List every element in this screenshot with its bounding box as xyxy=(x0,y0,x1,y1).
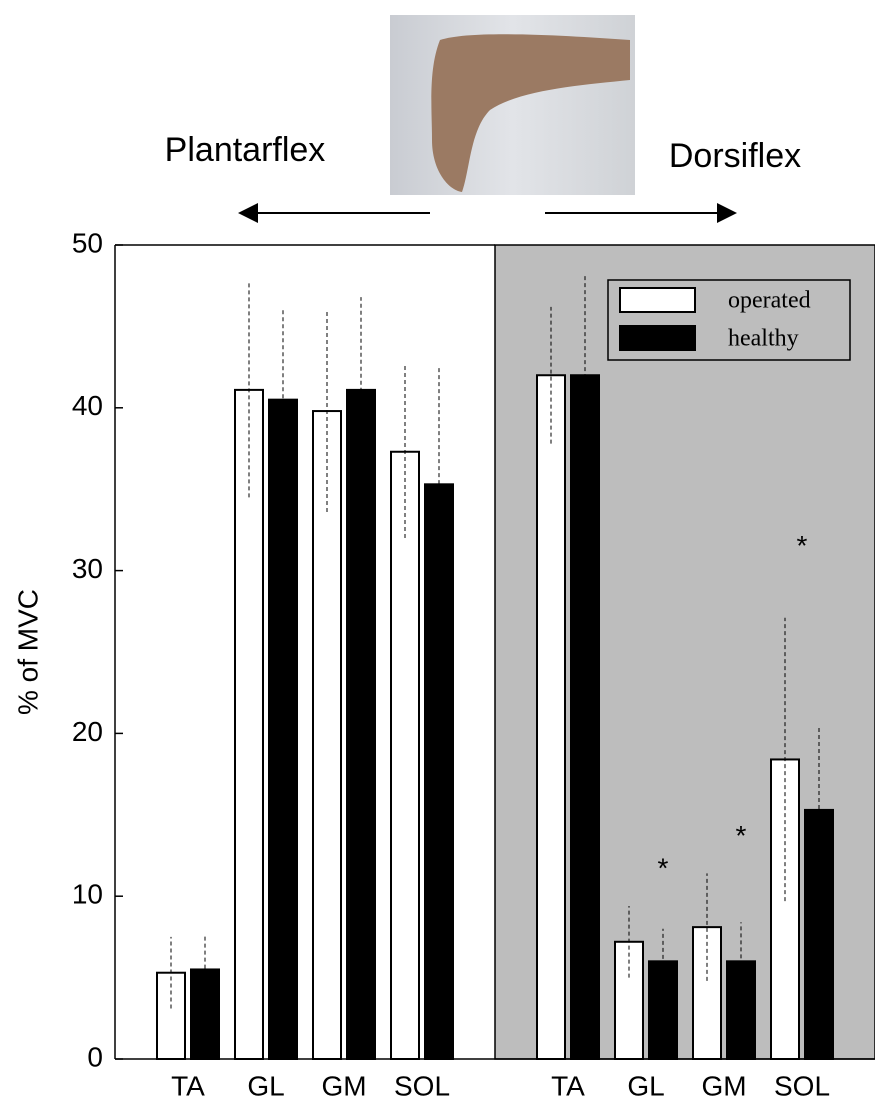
x-tick-label: GM xyxy=(321,1070,366,1101)
bar xyxy=(771,759,799,1059)
bar xyxy=(615,942,643,1059)
significance-marker: * xyxy=(797,530,808,561)
foot-photo xyxy=(390,15,635,195)
legend-swatch xyxy=(620,326,695,350)
y-axis-label: % of MVC xyxy=(12,589,43,715)
legend-label: operated xyxy=(728,288,811,314)
y-tick-label: 50 xyxy=(72,227,103,258)
y-tick-label: 10 xyxy=(72,879,103,910)
significance-marker: * xyxy=(658,853,669,884)
bar xyxy=(571,375,599,1059)
bar xyxy=(269,400,297,1059)
significance-marker: * xyxy=(736,820,747,851)
x-tick-label: TA xyxy=(171,1070,205,1101)
x-tick-label: SOL xyxy=(774,1070,830,1101)
bar xyxy=(425,484,453,1059)
panel-title: Plantarflex xyxy=(165,131,326,169)
x-tick-label: GL xyxy=(247,1070,284,1101)
legend-label: healthy xyxy=(728,326,799,352)
y-tick-label: 0 xyxy=(87,1041,103,1072)
x-tick-label: GM xyxy=(701,1070,746,1101)
x-tick-label: SOL xyxy=(394,1070,450,1101)
x-tick-label: GL xyxy=(627,1070,664,1101)
y-tick-label: 40 xyxy=(72,390,103,421)
bar xyxy=(693,927,721,1059)
bar xyxy=(347,390,375,1059)
x-tick-label: TA xyxy=(551,1070,585,1101)
bar xyxy=(391,452,419,1059)
y-tick-label: 30 xyxy=(72,553,103,584)
y-tick-label: 20 xyxy=(72,716,103,747)
bar xyxy=(191,969,219,1059)
panel-title: Dorsiflex xyxy=(669,137,801,175)
bar xyxy=(537,375,565,1059)
legend-swatch xyxy=(620,288,695,312)
chart: % of MVC Plantarflex TA GL GM SOL Dorsiflex TA… xyxy=(0,0,875,1103)
